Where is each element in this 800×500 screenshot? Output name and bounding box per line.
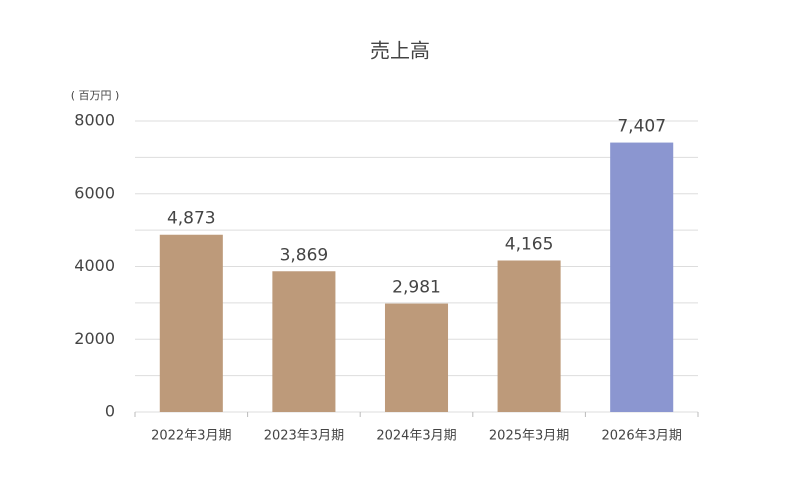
- x-tick-label: 2024年3月期: [376, 429, 456, 444]
- y-tick-label: 2000: [74, 329, 115, 348]
- x-tick-label: 2025年3月期: [489, 429, 569, 444]
- bar: [159, 234, 223, 412]
- x-tick-label: 2026年3月期: [602, 429, 682, 444]
- y-tick-label: 0: [105, 402, 115, 421]
- value-label: 7,407: [617, 117, 666, 137]
- bar: [610, 142, 674, 412]
- y-tick-label: 8000: [74, 111, 115, 130]
- y-tick-label: 4000: [74, 256, 115, 275]
- bar: [384, 303, 449, 412]
- value-label: 4,873: [167, 209, 216, 229]
- bar: [272, 271, 336, 412]
- bar: [497, 260, 561, 412]
- value-label: 2,981: [392, 278, 441, 298]
- value-label: 3,869: [280, 245, 329, 265]
- x-tick-label: 2022年3月期: [151, 429, 231, 444]
- y-tick-label: 6000: [74, 183, 115, 202]
- chart-title: 売上高: [370, 39, 430, 63]
- y-unit-label: ( 百万円 ): [71, 89, 120, 102]
- x-tick-label: 2023年3月期: [264, 429, 344, 444]
- value-label: 4,165: [505, 234, 554, 254]
